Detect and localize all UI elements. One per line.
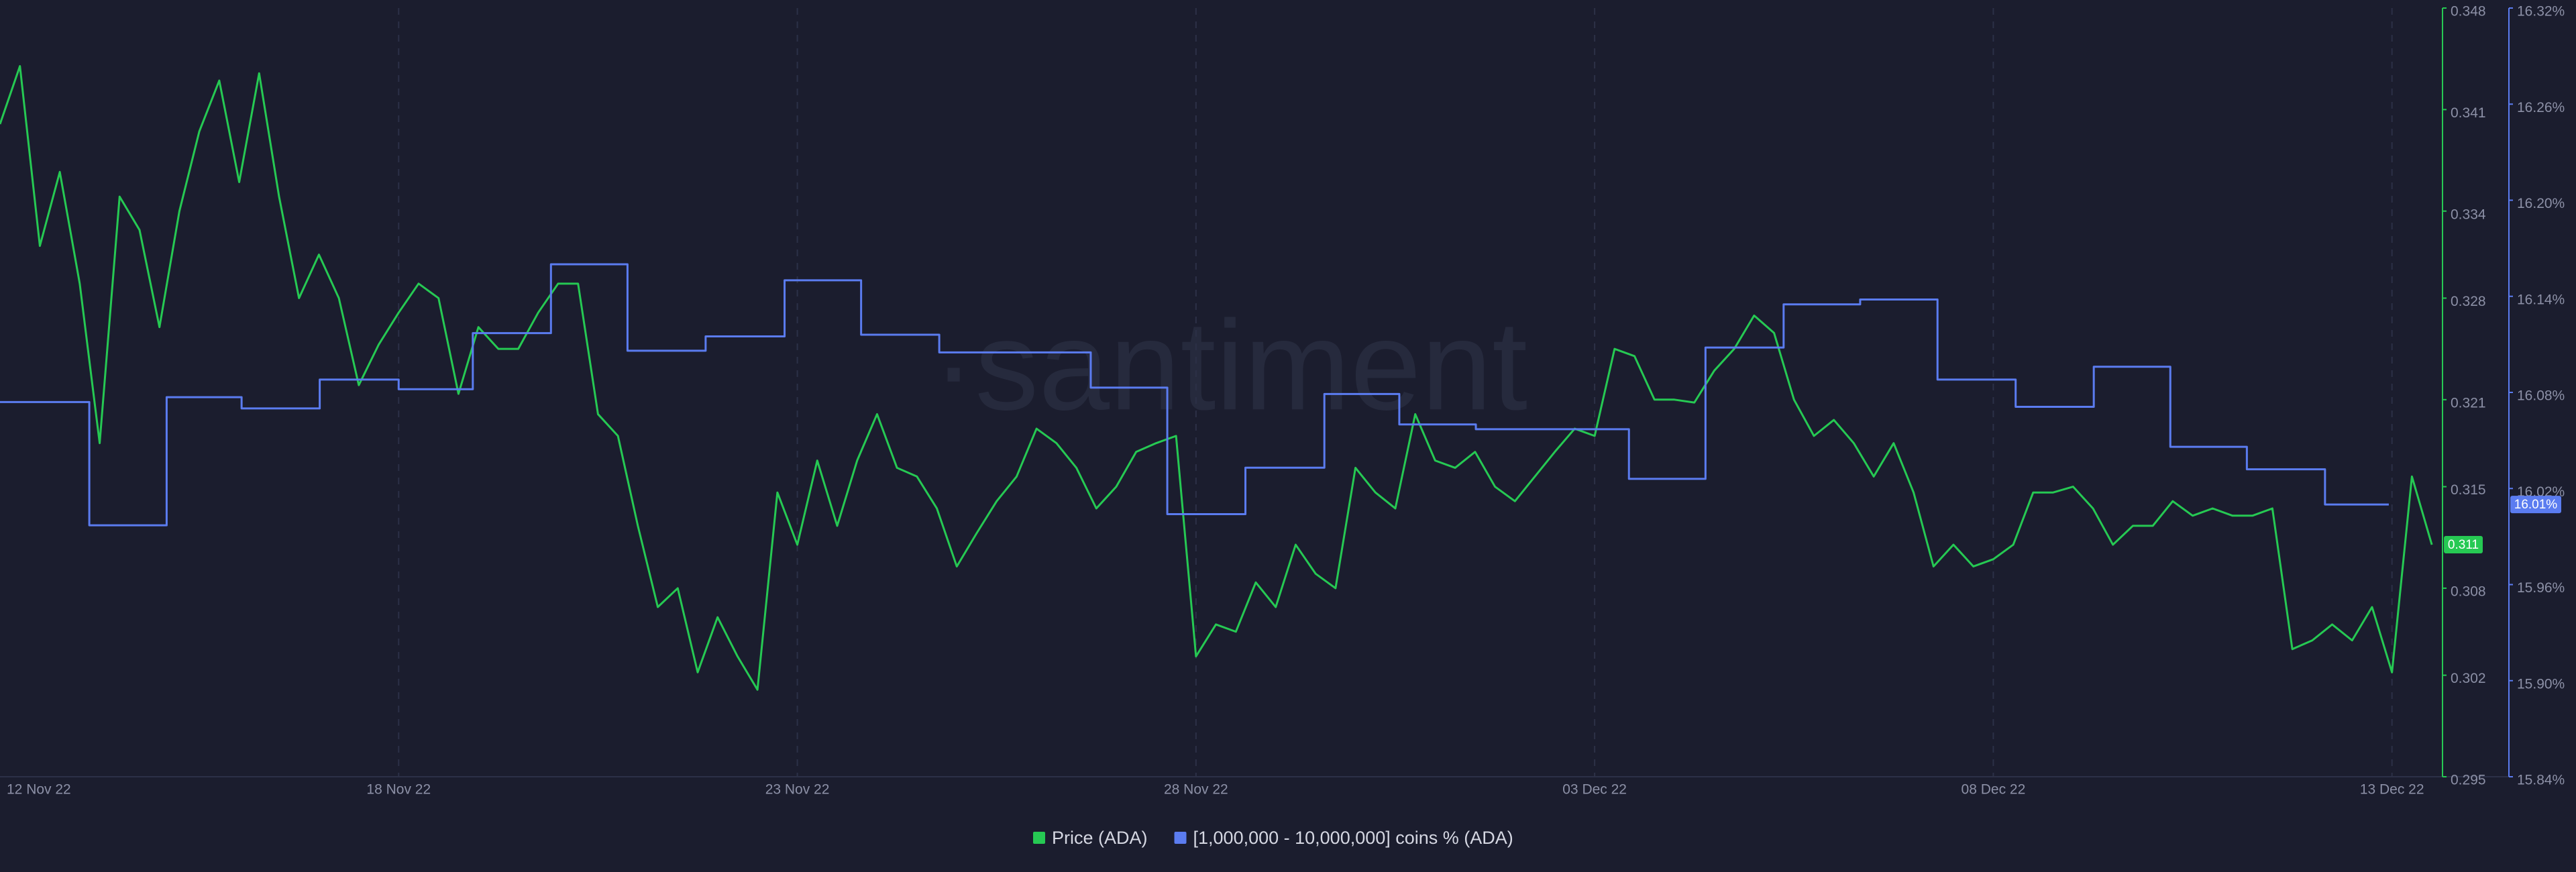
x-tick-label: 28 Nov 22 <box>1164 782 1228 798</box>
y2-tick-label: 16.20% <box>2517 196 2565 211</box>
x-tick-label: 23 Nov 22 <box>765 782 830 798</box>
y2-tick-label: 16.02% <box>2517 484 2565 500</box>
y-tick-label: 0.302 <box>2451 671 2486 686</box>
y-tick-label: 0.334 <box>2451 207 2486 222</box>
current-value-badge <box>2444 536 2483 554</box>
x-tick-label: 13 Dec 22 <box>2360 782 2424 798</box>
x-tick-label: 18 Nov 22 <box>366 782 431 798</box>
legend-label: Price (ADA) <box>1052 828 1148 848</box>
y-tick-label: 0.308 <box>2451 584 2486 599</box>
y-tick-label: 0.341 <box>2451 105 2486 121</box>
y2-tick-label: 16.32% <box>2517 4 2565 19</box>
series-line <box>0 263 2389 527</box>
y-tick-label: 0.328 <box>2451 294 2486 309</box>
y-tick-label: 0.295 <box>2451 773 2486 788</box>
current-value-label: 0.311 <box>2448 538 2479 552</box>
legend-label: [1,000,000 - 10,000,000] coins % (ADA) <box>1193 828 1513 848</box>
x-tick-label: 03 Dec 22 <box>1562 782 1627 798</box>
y-tick-label: 0.315 <box>2451 482 2486 498</box>
y-tick-label: 0.348 <box>2451 4 2486 19</box>
y2-tick-label: 16.14% <box>2517 292 2565 307</box>
y2-tick-label: 16.08% <box>2517 388 2565 404</box>
x-tick-label: 12 Nov 22 <box>7 782 71 798</box>
legend: Price (ADA) [1,000,000 - 10,000,000] coin… <box>1033 828 1513 848</box>
y2-tick-label: 16.26% <box>2517 100 2565 115</box>
legend-swatch <box>1174 832 1187 844</box>
y2-tick-label: 15.90% <box>2517 676 2565 692</box>
y-tick-label: 0.321 <box>2451 395 2486 411</box>
current-value-badge <box>2510 496 2561 514</box>
series-line <box>0 64 2433 691</box>
watermark: ·santiment <box>932 294 1527 437</box>
legend-swatch <box>1033 832 1045 844</box>
x-tick-label: 08 Dec 22 <box>1962 782 2026 798</box>
y2-tick-label: 15.84% <box>2517 773 2565 788</box>
y2-tick-label: 15.96% <box>2517 580 2565 596</box>
current-value-label: 16.01% <box>2514 498 2558 512</box>
